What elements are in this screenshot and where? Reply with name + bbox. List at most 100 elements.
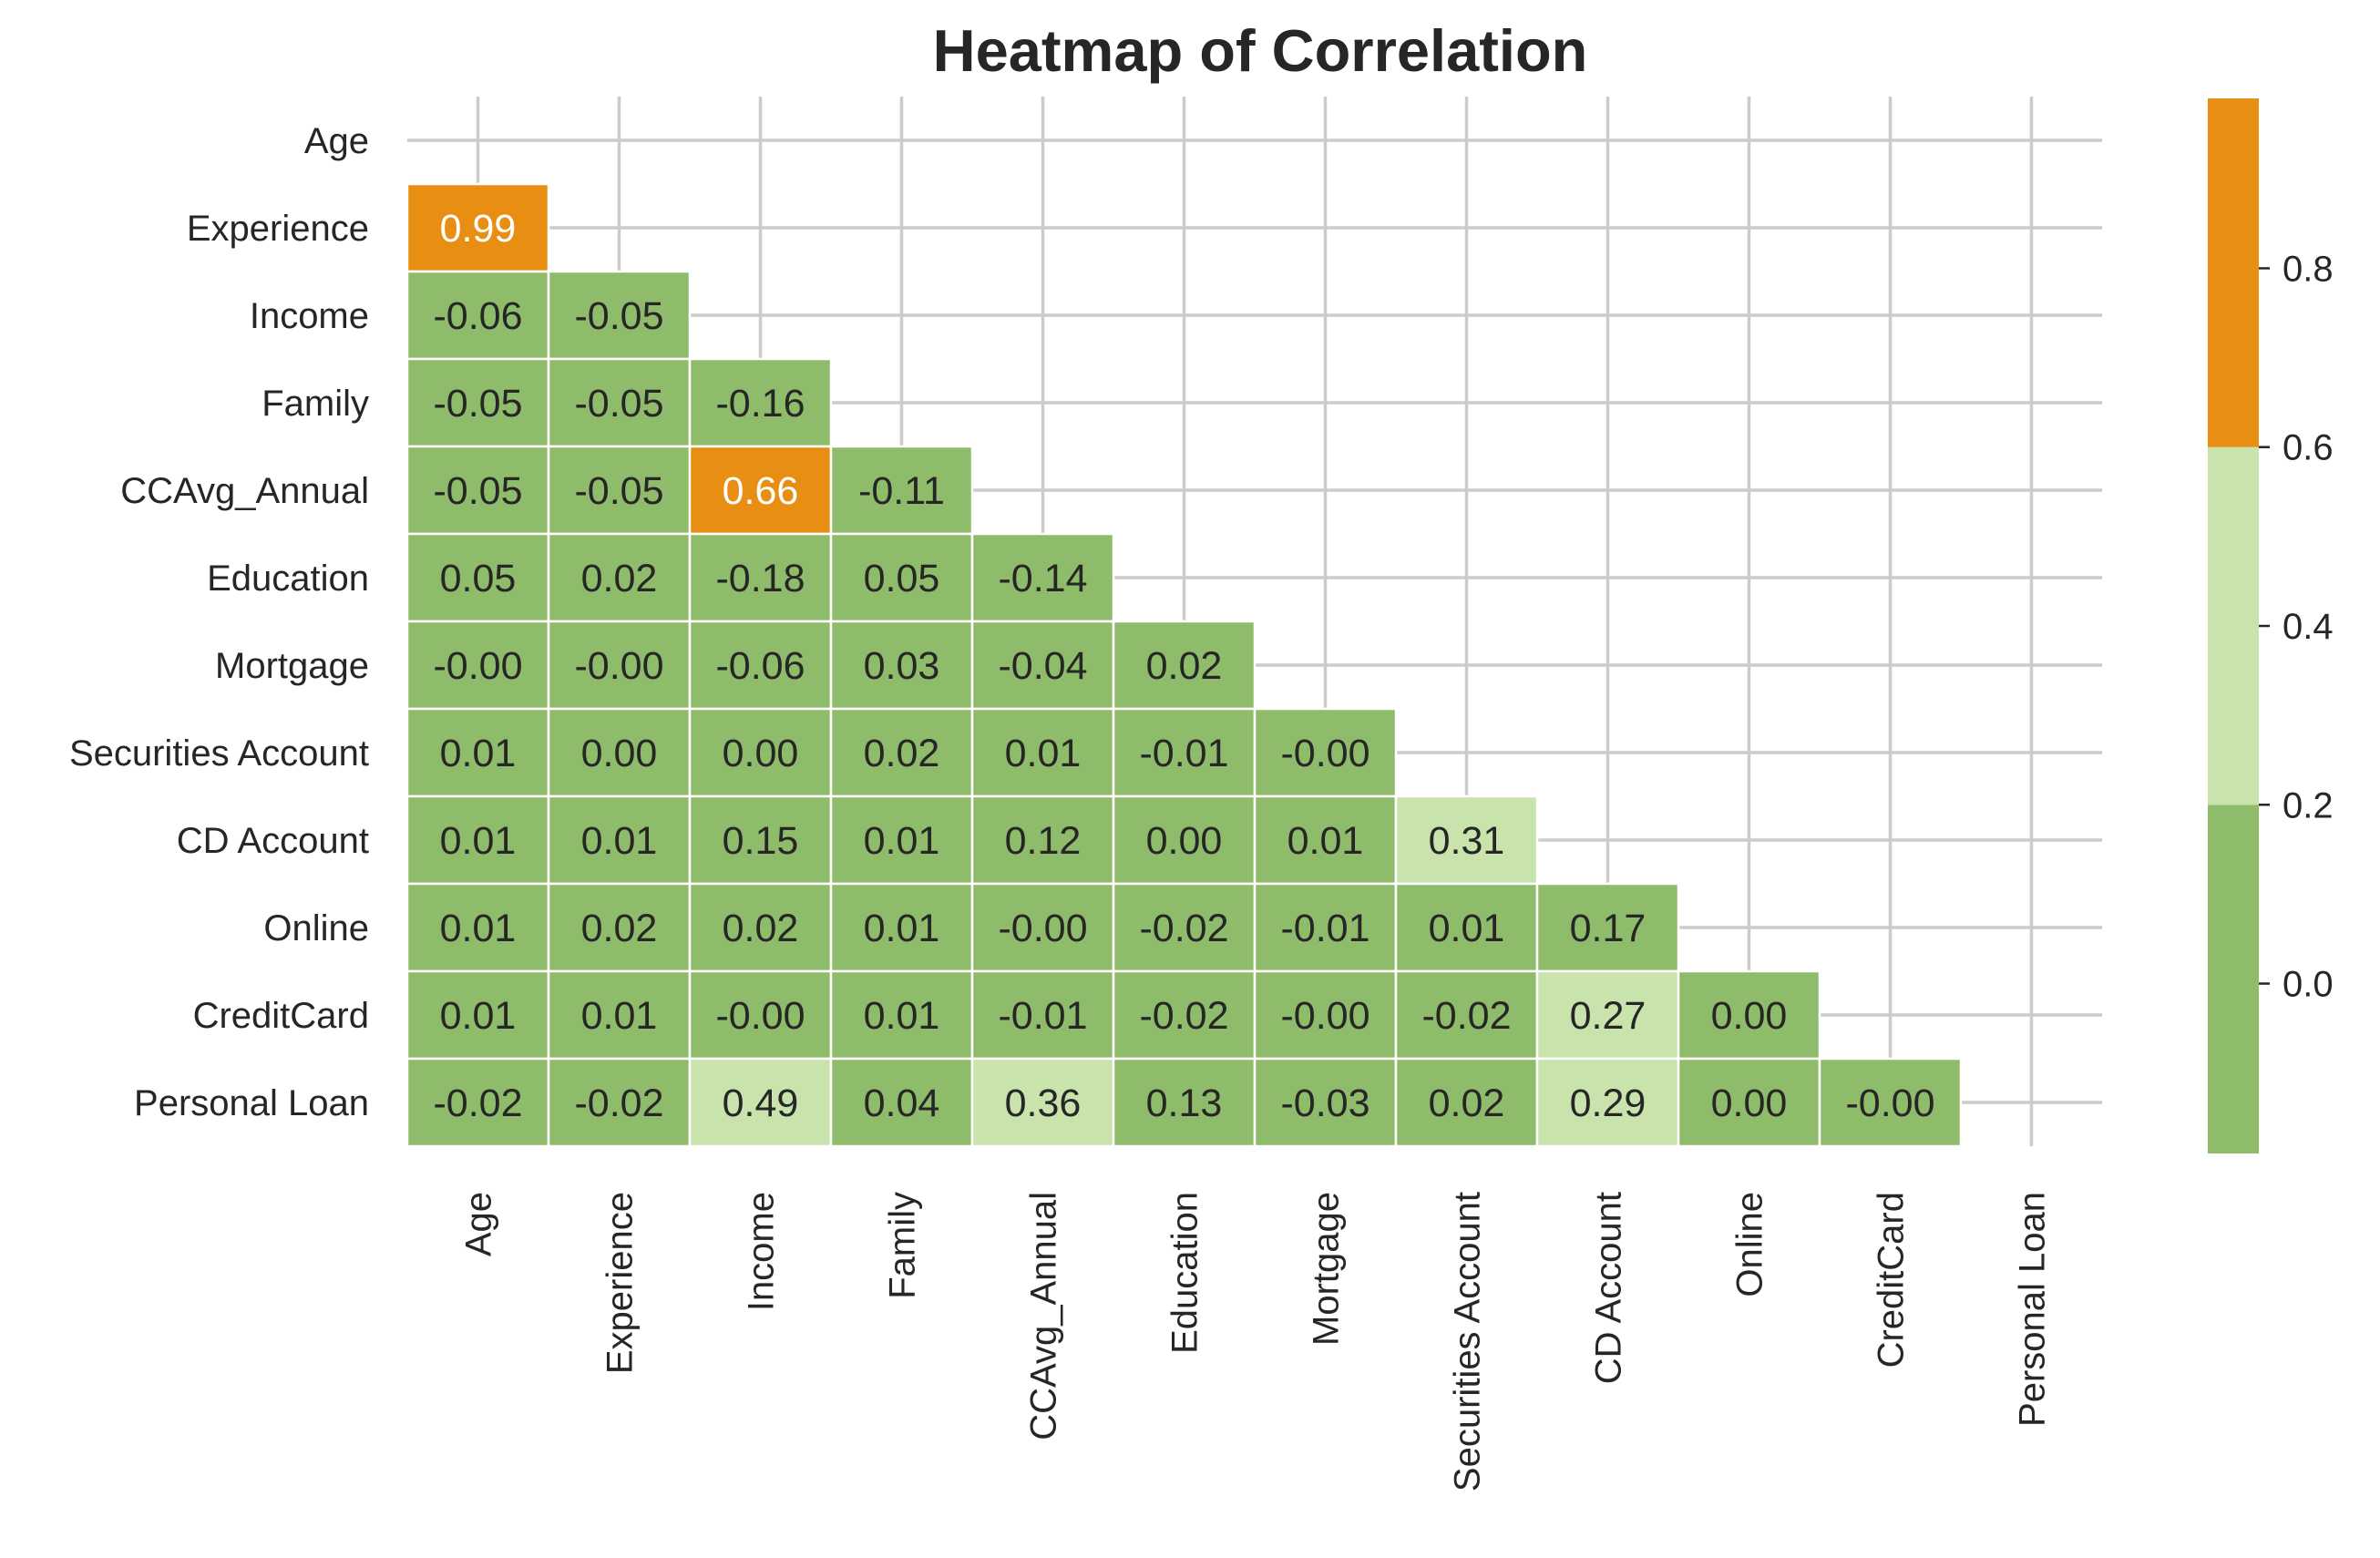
cell-value-label: 0.01 <box>440 994 517 1038</box>
heatmap-cell <box>970 532 1115 623</box>
cell-value-label: 0.01 <box>864 994 940 1038</box>
cell-value-label: 0.01 <box>581 819 658 863</box>
cell-value-label: -0.02 <box>574 1081 663 1125</box>
cell-value-label: 0.05 <box>864 557 940 600</box>
heatmap-cell <box>1112 620 1257 711</box>
cell-value-label: 0.36 <box>1005 1081 1082 1125</box>
cell-value-label: 0.01 <box>1429 907 1505 950</box>
heatmap-cell <box>405 882 550 973</box>
heatmap-cell <box>688 620 833 711</box>
heatmap-cell <box>829 1057 974 1148</box>
heatmap-cell <box>1535 882 1680 973</box>
cell-value-label: 0.00 <box>1711 994 1788 1038</box>
cell-value-label: -0.04 <box>998 644 1087 688</box>
cell-value-label: -0.02 <box>1421 994 1511 1038</box>
heatmap-cell <box>1253 969 1398 1061</box>
y-tick-label: Securities Account <box>69 733 369 774</box>
cell-value-label: -0.00 <box>574 644 663 688</box>
cell-value-label: 0.02 <box>1429 1081 1505 1125</box>
cell-value-label: 0.01 <box>440 819 517 863</box>
heatmap-cell <box>547 270 692 361</box>
y-tick-label: Age <box>304 121 369 161</box>
heatmap-cell <box>405 445 550 536</box>
cell-value-label: 0.66 <box>723 469 799 513</box>
cell-value-label: 0.00 <box>723 732 799 775</box>
heatmap-cell <box>405 969 550 1061</box>
y-tick-label: CCAvg_Annual <box>120 471 369 511</box>
colorbar-segment <box>2208 98 2259 447</box>
y-tick-label: CreditCard <box>193 996 369 1036</box>
cell-value-label: -0.00 <box>1280 732 1370 775</box>
heatmap-cell <box>970 882 1115 973</box>
colorbar: 0.0 0.2 0.4 0.6 0.8 <box>2208 98 2334 1153</box>
heatmap-cell <box>547 620 692 711</box>
y-tick-label: Education <box>207 559 369 599</box>
heatmap-cell <box>1253 707 1398 798</box>
x-tick-label: CreditCard <box>1872 1192 1912 1368</box>
cell-value-label: 0.02 <box>581 907 658 950</box>
cell-value-label: 0.01 <box>864 907 940 950</box>
y-tick-label: CD Account <box>177 821 369 861</box>
cell-value-label: 0.01 <box>440 732 517 775</box>
heatmap-cell <box>547 445 692 536</box>
heatmap-cell <box>688 1057 833 1148</box>
cell-value-label: -0.03 <box>1280 1081 1370 1125</box>
y-tick-label: Mortgage <box>215 646 369 686</box>
cell-value-label: -0.02 <box>1139 907 1228 950</box>
colorbar-tick-label: 0.2 <box>2283 785 2334 825</box>
cell-value-label: -0.01 <box>998 994 1087 1038</box>
x-tick-label: CCAvg_Annual <box>1024 1192 1064 1440</box>
cell-value-label: 0.31 <box>1429 819 1505 863</box>
heatmap-cell <box>1394 1057 1539 1148</box>
colorbar-tick-label: 0.0 <box>2283 965 2334 1005</box>
y-tick-label: Experience <box>187 209 369 249</box>
heatmap-cell <box>1394 969 1539 1061</box>
cell-value-label: -0.06 <box>715 644 805 688</box>
cell-value-label: -0.00 <box>1845 1081 1934 1125</box>
cell-value-label: -0.05 <box>433 382 522 425</box>
cell-value-label: 0.04 <box>864 1081 940 1125</box>
cell-value-label: 0.12 <box>1005 819 1082 863</box>
heatmap-cell <box>1112 882 1257 973</box>
x-tick-label: Online <box>1730 1192 1770 1297</box>
x-tick-label: Securities Account <box>1448 1192 1488 1491</box>
cell-value-label: 0.49 <box>723 1081 799 1125</box>
cell-value-label: -0.16 <box>715 382 805 425</box>
heatmap-cell <box>688 794 833 886</box>
heatmap-cell <box>829 620 974 711</box>
x-tick-label: Education <box>1165 1192 1205 1354</box>
cell-value-label: 0.01 <box>1287 819 1364 863</box>
x-tick-label: Age <box>459 1192 499 1256</box>
cell-value-label: -0.11 <box>858 469 945 513</box>
cell-value-label: -0.14 <box>998 557 1087 600</box>
cell-value-label: -0.02 <box>433 1081 522 1125</box>
cell-value-label: 0.27 <box>1570 994 1647 1038</box>
heatmap-cell <box>1112 969 1257 1061</box>
heatmap-cell <box>829 882 974 973</box>
heatmap-cell <box>688 445 833 536</box>
cell-value-label: -0.06 <box>433 294 522 338</box>
x-tick-label: Family <box>883 1192 923 1299</box>
heatmap-cell <box>405 182 550 273</box>
cell-value-label: -0.00 <box>998 907 1087 950</box>
heatmap-cell <box>1677 1057 1821 1148</box>
heatmap-cell <box>1535 1057 1680 1148</box>
x-tick-label: Personal Loan <box>2013 1192 2053 1427</box>
cell-value-label: -0.05 <box>433 469 522 513</box>
y-tick-label: Personal Loan <box>134 1083 369 1123</box>
cell-value-label: 0.99 <box>440 207 517 251</box>
cell-value-label: 0.03 <box>864 644 940 688</box>
heatmap-cell <box>970 620 1115 711</box>
heatmap-cell <box>970 794 1115 886</box>
cell-value-label: 0.00 <box>1711 1081 1788 1125</box>
heatmap-cell <box>1112 794 1257 886</box>
cell-value-label: 0.05 <box>440 557 517 600</box>
heatmap-cells: 0.99 -0.06 -0.05 -0.05 -0.05 -0.16 -0.05 -0.05 0… <box>405 182 1963 1148</box>
cell-value-label: 0.17 <box>1570 907 1647 950</box>
x-tick-labels: Age Experience Income Family CCAvg_Annual Edu… <box>459 1192 2053 1491</box>
y-tick-label: Income <box>250 296 369 336</box>
colorbar-tick-label: 0.8 <box>2283 249 2334 289</box>
heatmap-cell <box>547 707 692 798</box>
heatmap-cell <box>405 620 550 711</box>
y-tick-label: Family <box>262 384 369 424</box>
